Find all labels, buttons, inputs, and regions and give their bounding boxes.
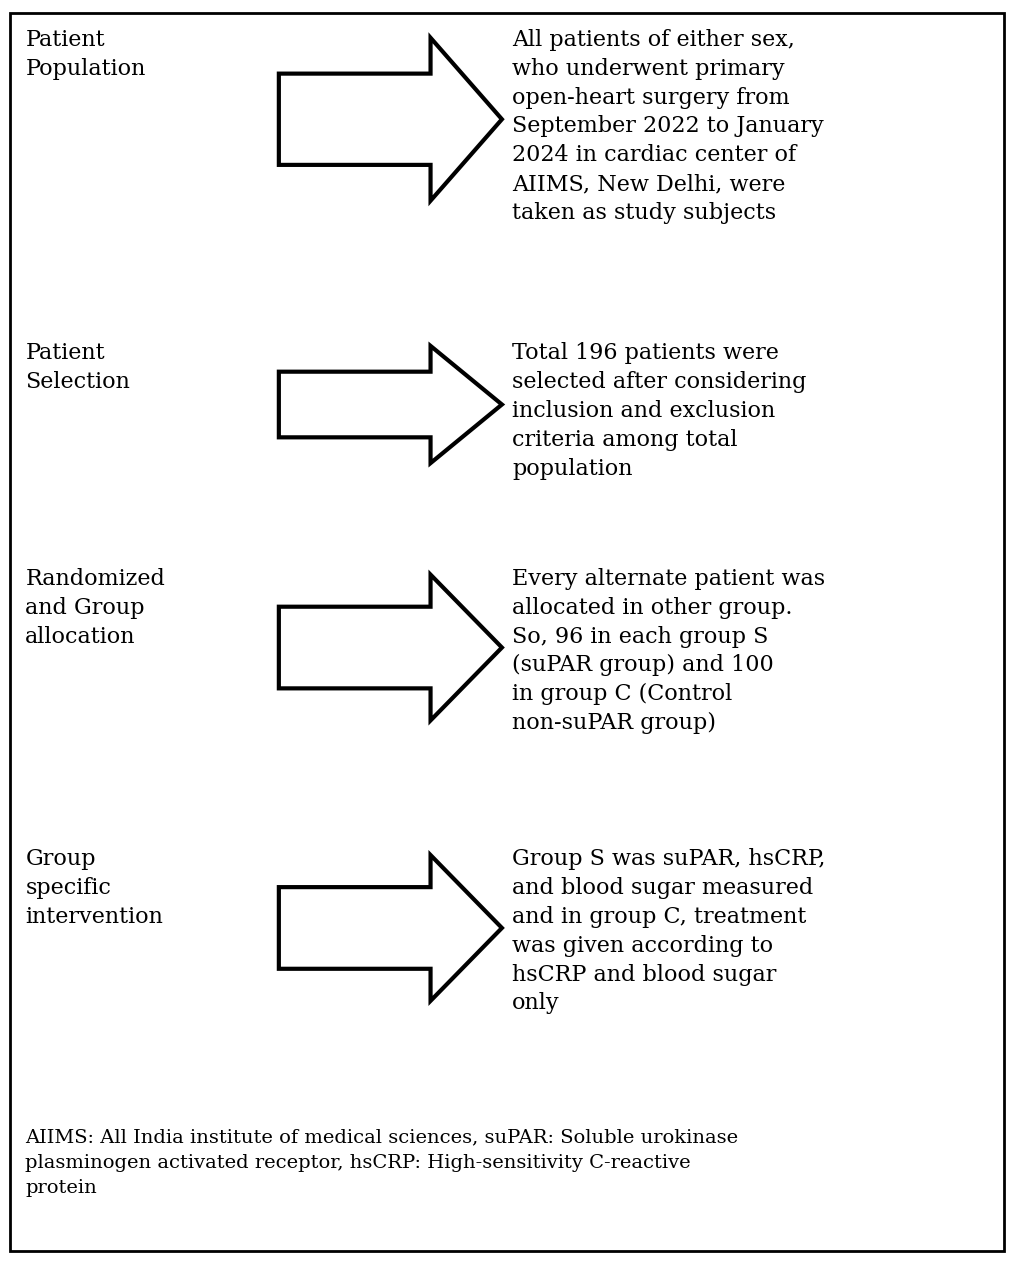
Text: Every alternate patient was
allocated in other group.
So, 96 in each group S
(su: Every alternate patient was allocated in…: [512, 568, 825, 734]
Text: Group S was suPAR, hsCRP,
and blood sugar measured
and in group C, treatment
was: Group S was suPAR, hsCRP, and blood suga…: [512, 848, 825, 1014]
Text: Total 196 patients were
selected after considering
inclusion and exclusion
crite: Total 196 patients were selected after c…: [512, 343, 806, 479]
Polygon shape: [279, 346, 502, 463]
Polygon shape: [279, 575, 502, 720]
Text: Randomized
and Group
allocation: Randomized and Group allocation: [25, 568, 165, 647]
Polygon shape: [279, 854, 502, 1001]
Polygon shape: [279, 38, 502, 201]
Text: Patient
Selection: Patient Selection: [25, 343, 130, 393]
Text: All patients of either sex,
who underwent primary
open-heart surgery from
Septem: All patients of either sex, who underwen…: [512, 29, 823, 224]
Text: AIIMS: All India institute of medical sciences, suPAR: Soluble urokinase
plasmin: AIIMS: All India institute of medical sc…: [25, 1129, 738, 1197]
Text: Patient
Population: Patient Population: [25, 29, 146, 80]
Text: Group
specific
intervention: Group specific intervention: [25, 848, 163, 928]
